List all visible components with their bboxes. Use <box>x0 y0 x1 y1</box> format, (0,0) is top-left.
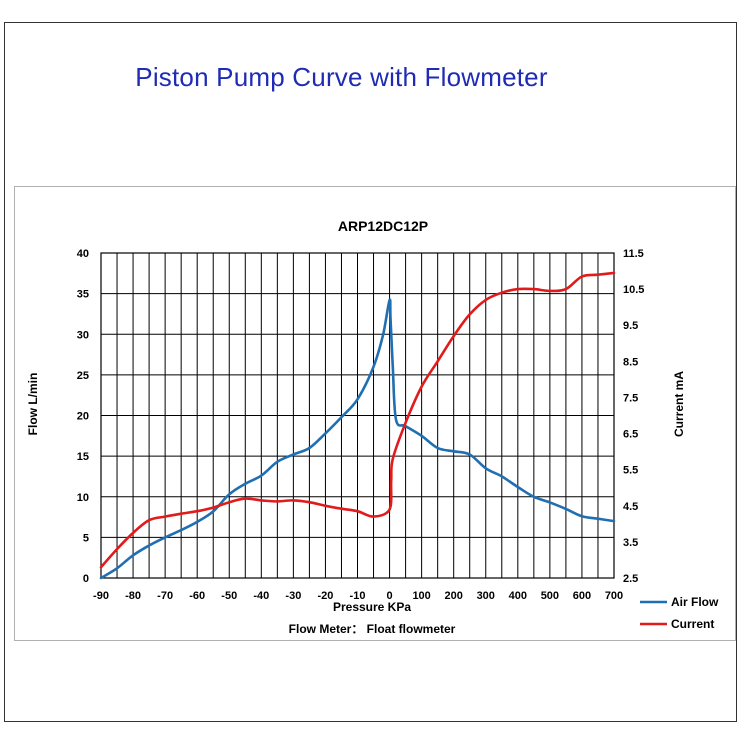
y-tick-label: 30 <box>77 329 89 341</box>
chart-title: ARP12DC12P <box>338 218 428 234</box>
y2-tick-label: 4.5 <box>623 501 638 513</box>
y-tick-label: 0 <box>83 573 89 585</box>
y2-tick-label: 9.5 <box>623 320 638 332</box>
y2-tick-label: 8.5 <box>623 356 638 368</box>
y-tick-label: 25 <box>77 370 89 382</box>
x-tick-label: 500 <box>541 590 559 602</box>
x-tick-label: -20 <box>317 590 333 602</box>
y-axis-ticks: 0 5 10 15 20 25 30 35 40 <box>77 248 89 585</box>
x-tick-label: 200 <box>445 590 463 602</box>
x-tick-label: 0 <box>387 590 393 602</box>
y2-tick-label: 7.5 <box>623 392 638 404</box>
y-tick-label: 15 <box>77 451 89 463</box>
y-tick-label: 40 <box>77 248 89 260</box>
page-heading: Piston Pump Curve with Flowmeter <box>135 62 548 92</box>
y2-tick-label: 6.5 <box>623 429 638 441</box>
y-tick-label: 10 <box>77 492 89 504</box>
y-tick-label: 5 <box>83 532 89 544</box>
x-tick-label: 300 <box>477 590 495 602</box>
y2-tick-label: 3.5 <box>623 537 638 549</box>
x-tick-label: -70 <box>157 590 173 602</box>
x-tick-label: 100 <box>412 590 430 602</box>
legend-label-air-flow: Air Flow <box>671 595 719 609</box>
plot-border <box>100 252 615 579</box>
x-tick-label: 600 <box>573 590 591 602</box>
series-line-air-flow <box>99 298 616 580</box>
y2-tick-label: 2.5 <box>623 573 638 585</box>
legend: Air Flow Current <box>640 595 719 631</box>
x-tick-label: -50 <box>221 590 237 602</box>
x-axis-label: Pressure KPa <box>333 600 411 614</box>
x-tick-label: -30 <box>285 590 301 602</box>
series-line-current <box>99 271 616 569</box>
y2-tick-label: 5.5 <box>623 465 638 477</box>
x-tick-label: -80 <box>125 590 141 602</box>
y2-axis-label: Current mA <box>672 371 686 437</box>
y-axis-label: Flow L/min <box>26 373 40 436</box>
x-tick-label: -40 <box>253 590 269 602</box>
y-tick-label: 35 <box>77 289 89 301</box>
y2-tick-label: 11.5 <box>623 248 644 260</box>
legend-label-current: Current <box>671 617 714 631</box>
x-tick-label: -60 <box>189 590 205 602</box>
x-tick-label: -90 <box>93 590 109 602</box>
x-tick-label: -10 <box>350 590 366 602</box>
x-tick-label: 700 <box>605 590 623 602</box>
chart-area <box>14 186 736 641</box>
footnote: Flow Meter： Float flowmeter <box>289 622 456 636</box>
y2-tick-label: 10.5 <box>623 284 644 296</box>
y-tick-label: 20 <box>77 411 89 423</box>
y2-axis-ticks: 2.5 3.5 4.5 5.5 6.5 7.5 8.5 9.5 10.5 11.5 <box>623 248 644 585</box>
x-tick-label: 400 <box>509 590 527 602</box>
x-axis-ticks: -90 -80 -70 -60 -50 -40 -30 -20 -10 0 100 200 300 400… <box>93 590 623 602</box>
grid-lines <box>100 252 615 579</box>
series-layer <box>99 271 616 580</box>
